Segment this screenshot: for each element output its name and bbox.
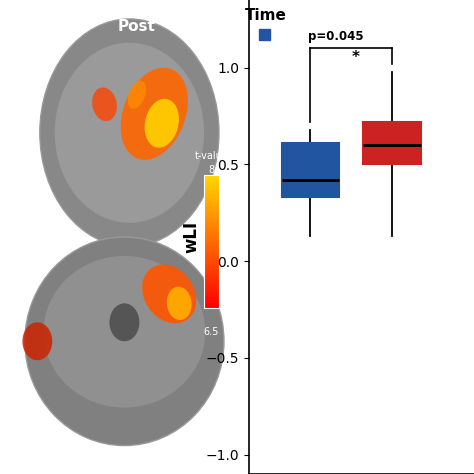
Bar <box>204 298 219 300</box>
Bar <box>204 194 219 197</box>
Bar <box>204 268 219 271</box>
Bar <box>204 263 219 265</box>
Bar <box>204 234 219 237</box>
Bar <box>204 247 219 250</box>
Bar <box>204 189 219 191</box>
Text: 6.5: 6.5 <box>204 327 219 337</box>
Bar <box>204 202 219 205</box>
Bar <box>204 265 219 268</box>
Bar <box>204 242 219 245</box>
Ellipse shape <box>22 322 52 360</box>
Text: p=0.045: p=0.045 <box>308 29 364 43</box>
Bar <box>204 295 219 298</box>
Bar <box>204 287 219 290</box>
Text: t-value: t-value <box>195 151 228 161</box>
Bar <box>204 199 219 202</box>
Ellipse shape <box>109 303 139 341</box>
Bar <box>204 226 219 228</box>
Bar <box>204 231 219 234</box>
Bar <box>204 245 219 247</box>
FancyBboxPatch shape <box>282 143 339 197</box>
Bar <box>204 175 219 178</box>
Ellipse shape <box>142 264 196 323</box>
Ellipse shape <box>55 43 204 223</box>
Ellipse shape <box>40 19 219 246</box>
Bar <box>204 228 219 231</box>
Text: Post: Post <box>118 19 156 34</box>
Bar <box>204 290 219 292</box>
Bar <box>204 303 219 305</box>
Ellipse shape <box>121 68 188 160</box>
Text: *: * <box>351 50 359 65</box>
Bar <box>204 183 219 186</box>
Ellipse shape <box>44 256 205 408</box>
Bar <box>204 282 219 284</box>
Bar <box>204 191 219 194</box>
Ellipse shape <box>25 237 224 446</box>
Bar <box>204 292 219 295</box>
Bar <box>204 258 219 260</box>
Bar <box>204 210 219 212</box>
Bar <box>204 239 219 242</box>
Bar <box>204 215 219 218</box>
Bar <box>204 305 219 308</box>
Ellipse shape <box>92 87 117 121</box>
Text: ipsi: ipsi <box>10 220 37 235</box>
Bar <box>204 197 219 199</box>
Legend:  <box>244 6 288 43</box>
Bar <box>204 175 219 308</box>
Bar <box>204 279 219 282</box>
Bar <box>204 207 219 210</box>
Ellipse shape <box>145 99 179 148</box>
Bar <box>204 273 219 276</box>
Bar <box>204 181 219 183</box>
Bar <box>204 212 219 215</box>
Bar <box>204 178 219 181</box>
Bar <box>204 260 219 263</box>
Bar <box>204 271 219 273</box>
Bar <box>204 205 219 207</box>
Bar <box>204 223 219 226</box>
Bar <box>204 276 219 279</box>
Bar <box>204 218 219 220</box>
Ellipse shape <box>167 287 191 320</box>
Bar <box>204 284 219 287</box>
Y-axis label: wLI: wLI <box>182 221 200 253</box>
Bar <box>204 255 219 258</box>
Ellipse shape <box>128 81 146 109</box>
Bar <box>204 220 219 223</box>
Text: 8: 8 <box>209 165 215 175</box>
Bar <box>204 237 219 239</box>
Bar <box>204 252 219 255</box>
Bar <box>204 300 219 303</box>
FancyBboxPatch shape <box>364 122 421 164</box>
Bar <box>204 186 219 189</box>
Bar <box>204 250 219 252</box>
